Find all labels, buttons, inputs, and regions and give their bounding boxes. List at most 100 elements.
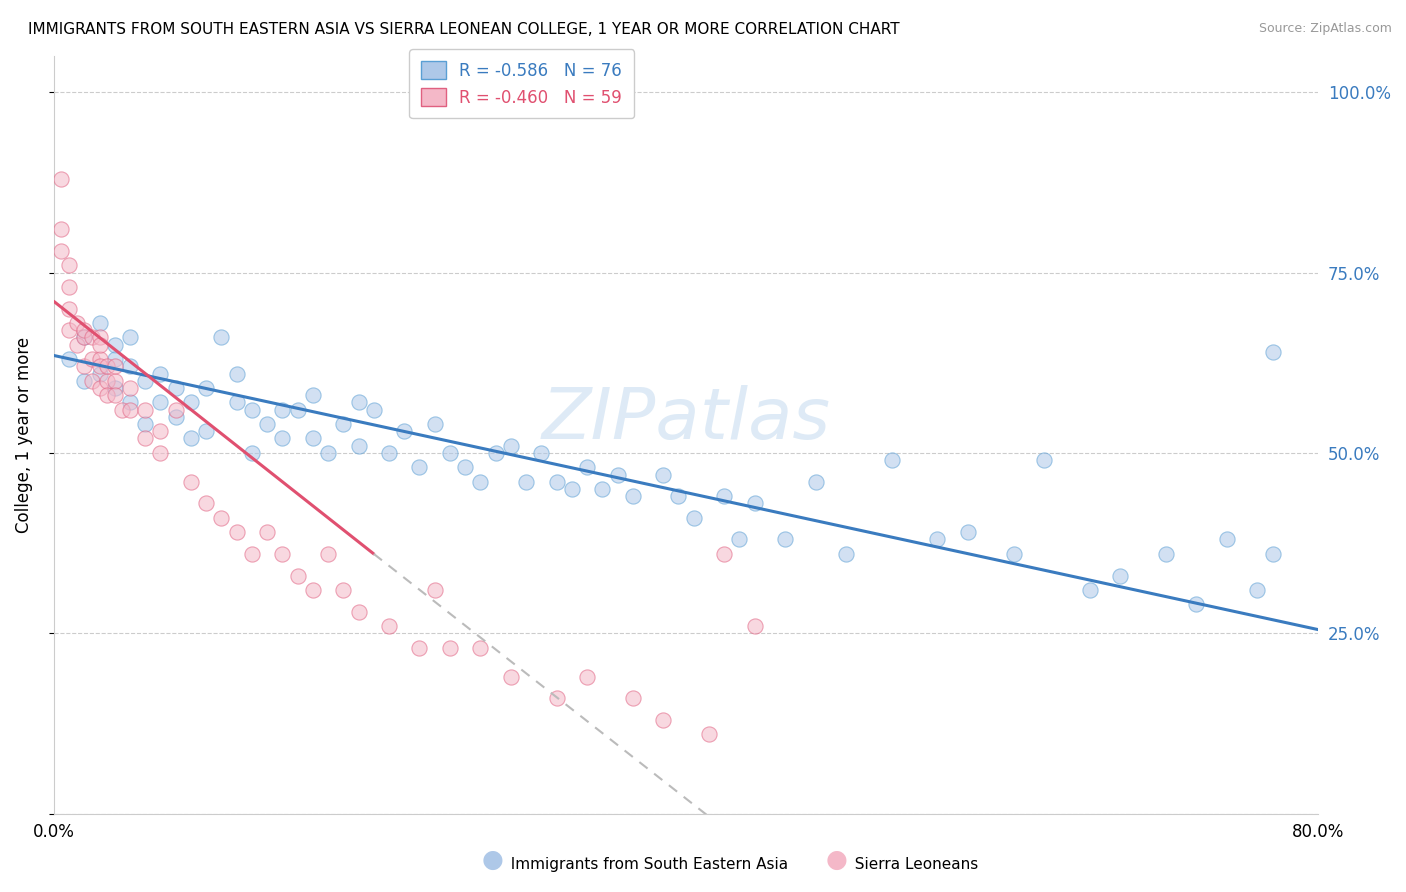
Point [1261, 344, 1284, 359]
Point [225, 367, 247, 381]
Point [1002, 547, 1025, 561]
Point [149, 424, 172, 438]
Point [134, 402, 156, 417]
Point [89, 381, 111, 395]
Point [606, 467, 628, 482]
Point [89, 330, 111, 344]
Point [195, 381, 218, 395]
Point [408, 460, 430, 475]
Point [209, 330, 232, 344]
Point [378, 619, 401, 633]
Point [1246, 582, 1268, 597]
Point [149, 367, 172, 381]
Point [1078, 582, 1101, 597]
Point [104, 388, 127, 402]
Point [652, 713, 675, 727]
Point [347, 439, 370, 453]
Point [546, 691, 568, 706]
Point [499, 439, 522, 453]
Point [51, 171, 73, 186]
Point [118, 330, 141, 344]
Point [165, 381, 187, 395]
Point [378, 446, 401, 460]
Point [744, 619, 766, 633]
Point [240, 547, 263, 561]
Point [51, 222, 73, 236]
Point [89, 316, 111, 330]
Point [301, 582, 323, 597]
Point [256, 525, 278, 540]
Point [195, 496, 218, 510]
Point [652, 467, 675, 482]
Text: ●: ● [825, 848, 848, 872]
Text: IMMIGRANTS FROM SOUTH EASTERN ASIA VS SIERRA LEONEAN COLLEGE, 1 YEAR OR MORE COR: IMMIGRANTS FROM SOUTH EASTERN ASIA VS SI… [28, 22, 900, 37]
Point [104, 359, 127, 374]
Point [73, 330, 96, 344]
Point [80, 374, 103, 388]
Point [271, 402, 294, 417]
Point [271, 432, 294, 446]
Point [454, 460, 477, 475]
Point [1261, 547, 1284, 561]
Point [80, 330, 103, 344]
Point [240, 446, 263, 460]
Point [96, 359, 118, 374]
Point [73, 323, 96, 337]
Point [165, 402, 187, 417]
Y-axis label: College, 1 year or more: College, 1 year or more [15, 337, 32, 533]
Point [773, 533, 796, 547]
Point [58, 280, 80, 294]
Point [668, 489, 690, 503]
Text: ZIPatlas: ZIPatlas [541, 385, 831, 454]
Point [287, 568, 309, 582]
Point [89, 352, 111, 367]
Point [956, 525, 979, 540]
Point [332, 417, 354, 431]
Point [118, 359, 141, 374]
Point [697, 727, 720, 741]
Legend: R = -0.586   N = 76, R = -0.460   N = 59: R = -0.586 N = 76, R = -0.460 N = 59 [409, 49, 634, 119]
Point [439, 640, 461, 655]
Point [118, 381, 141, 395]
Point [744, 496, 766, 510]
Point [118, 402, 141, 417]
Point [546, 475, 568, 489]
Point [89, 367, 111, 381]
Point [347, 395, 370, 409]
Point [149, 395, 172, 409]
Point [66, 316, 89, 330]
Point [134, 374, 156, 388]
Point [271, 547, 294, 561]
Point [485, 446, 508, 460]
Point [927, 533, 949, 547]
Point [835, 547, 858, 561]
Point [470, 640, 492, 655]
Point [73, 330, 96, 344]
Point [682, 511, 704, 525]
Point [51, 244, 73, 258]
Point [80, 352, 103, 367]
Point [408, 640, 430, 655]
Point [499, 669, 522, 683]
Point [66, 337, 89, 351]
Point [439, 446, 461, 460]
Point [591, 482, 613, 496]
Point [332, 582, 354, 597]
Point [713, 489, 735, 503]
Point [180, 432, 202, 446]
Point [225, 525, 247, 540]
Text: Immigrants from South Eastern Asia: Immigrants from South Eastern Asia [501, 857, 787, 872]
Point [111, 402, 134, 417]
Point [470, 475, 492, 489]
Point [515, 475, 537, 489]
Text: Sierra Leoneans: Sierra Leoneans [845, 857, 979, 872]
Point [392, 424, 415, 438]
Point [301, 388, 323, 402]
Point [58, 258, 80, 272]
Point [89, 337, 111, 351]
Point [180, 395, 202, 409]
Point [576, 669, 599, 683]
Point [58, 323, 80, 337]
Point [134, 432, 156, 446]
Point [180, 475, 202, 489]
